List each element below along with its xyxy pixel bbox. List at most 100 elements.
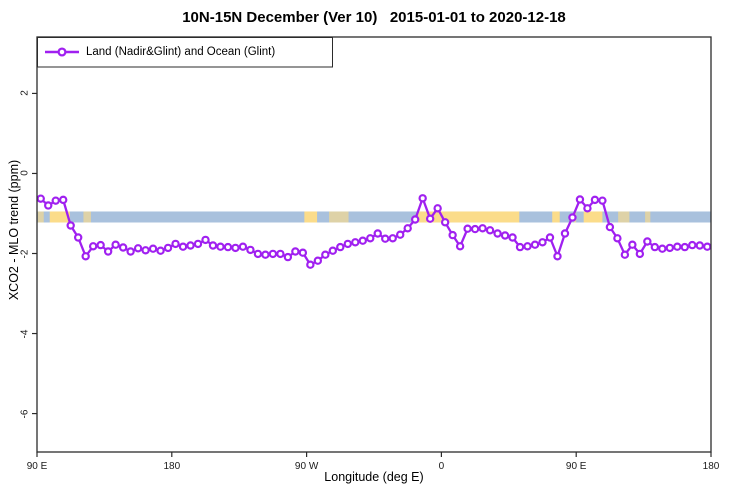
legend-box xyxy=(37,37,333,68)
data-point-marker xyxy=(373,229,382,238)
data-point-marker xyxy=(703,242,712,251)
data-point-marker xyxy=(433,204,442,213)
data-point-marker xyxy=(418,194,427,203)
data-point-marker xyxy=(208,241,218,250)
data-point-marker xyxy=(695,241,704,250)
data-point-marker xyxy=(508,233,517,242)
data-point-marker xyxy=(321,250,330,259)
land-band-segment xyxy=(418,211,520,223)
data-point-marker xyxy=(568,213,577,222)
data-point-marker xyxy=(216,242,225,251)
data-point-marker xyxy=(455,242,465,251)
data-point-marker xyxy=(560,229,570,238)
data-point-marker xyxy=(500,231,510,240)
data-point-marker xyxy=(336,242,345,252)
data-point-marker xyxy=(381,234,390,243)
data-point-marker xyxy=(478,224,487,233)
data-point-marker xyxy=(163,243,173,253)
y-tick-label: -2 xyxy=(19,249,31,258)
y-tick-label: 2 xyxy=(19,90,31,97)
y-tick-label: -6 xyxy=(19,409,31,419)
data-point-marker xyxy=(463,224,472,233)
data-point-marker xyxy=(635,249,645,259)
data-point-marker xyxy=(658,244,667,253)
plot-border xyxy=(36,36,712,453)
data-point-marker xyxy=(118,243,128,252)
data-point-marker xyxy=(231,243,240,253)
data-point-marker xyxy=(88,242,98,251)
legend-label: Land (Nadir&Glint) and Ocean (Glint) xyxy=(86,46,276,58)
data-point-marker xyxy=(253,249,263,259)
data-point-marker xyxy=(440,218,450,227)
data-point-marker xyxy=(36,194,45,203)
data-point-marker xyxy=(148,244,158,253)
x-tick-label: 180 xyxy=(702,461,720,472)
data-point-marker xyxy=(141,246,150,255)
data-point-marker xyxy=(650,242,660,252)
data-point-marker xyxy=(388,234,397,243)
data-point-marker xyxy=(530,240,540,249)
data-point-marker xyxy=(613,234,622,243)
x-axis-title: Longitude (deg E) xyxy=(324,470,424,484)
data-point-marker xyxy=(126,247,135,256)
data-point-marker xyxy=(643,237,652,246)
data-point-marker xyxy=(515,242,525,252)
x-tick-label: 90 W xyxy=(294,461,319,472)
data-point-marker xyxy=(223,242,233,252)
data-point-marker xyxy=(291,247,300,256)
land-band-segment xyxy=(304,211,318,223)
data-point-marker xyxy=(96,240,105,250)
data-point-marker xyxy=(620,250,630,259)
data-point-marker xyxy=(103,247,113,256)
legend-marker-sample xyxy=(57,47,67,57)
data-point-marker xyxy=(470,224,480,234)
x-tick-label: 180 xyxy=(163,461,181,472)
data-point-marker xyxy=(298,248,308,257)
data-point-marker xyxy=(403,224,412,233)
land-band-speckle xyxy=(645,211,651,223)
data-point-marker xyxy=(238,242,248,251)
chart-title: 10N-15N December (Ver 10) 2015-01-01 to … xyxy=(182,9,566,26)
data-point-marker xyxy=(59,195,68,205)
data-point-marker xyxy=(306,260,315,269)
land-band-speckle xyxy=(618,211,630,223)
data-point-marker xyxy=(51,196,60,205)
data-point-marker xyxy=(425,214,435,223)
data-point-marker xyxy=(598,196,607,205)
x-tick-label: 90 E xyxy=(565,461,587,472)
data-point-marker xyxy=(538,238,547,247)
data-point-marker xyxy=(328,246,338,255)
data-point-marker xyxy=(688,240,697,250)
data-point-marker xyxy=(178,242,188,251)
data-point-marker xyxy=(261,250,270,259)
data-point-marker xyxy=(268,249,278,259)
ocean-band xyxy=(37,211,711,223)
data-point-marker xyxy=(193,239,203,249)
data-point-marker xyxy=(171,239,180,249)
data-point-marker xyxy=(313,256,323,265)
land-band-speckle xyxy=(329,211,349,223)
data-point-marker xyxy=(283,252,293,262)
data-point-marker xyxy=(673,242,682,251)
data-point-marker xyxy=(410,215,420,224)
land-band-speckle xyxy=(37,211,44,223)
data-point-marker xyxy=(351,238,360,247)
data-point-marker xyxy=(590,195,600,205)
data-point-marker xyxy=(186,241,195,250)
data-point-marker xyxy=(366,234,375,243)
data-point-marker xyxy=(111,240,120,249)
land-band-segment xyxy=(49,211,70,223)
y-tick-label: -4 xyxy=(19,329,31,338)
data-point-marker xyxy=(493,229,502,238)
data-point-marker xyxy=(628,240,637,249)
data-point-marker xyxy=(81,252,90,261)
land-band-speckle xyxy=(83,211,91,223)
data-point-marker xyxy=(133,244,143,253)
data-point-marker xyxy=(448,230,457,240)
data-point-marker xyxy=(485,226,495,235)
y-axis-title: XCO2 - MLO trend (ppm) xyxy=(7,159,21,301)
data-point-marker xyxy=(583,204,592,213)
x-tick-label: 90 E xyxy=(26,461,48,472)
